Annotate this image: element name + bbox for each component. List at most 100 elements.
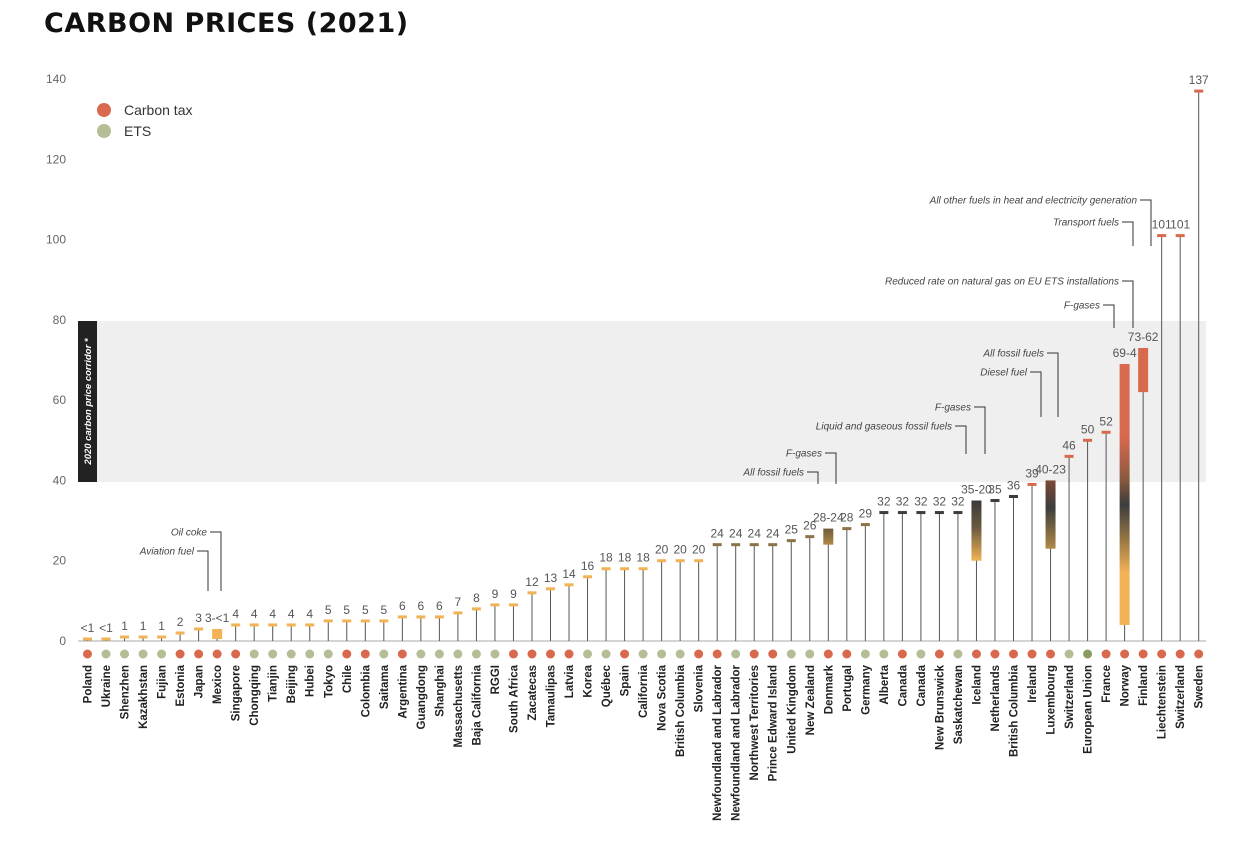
value-label: 24 — [748, 527, 762, 541]
type-dot-tax — [546, 649, 555, 659]
type-dot-tax — [527, 649, 537, 659]
x-label-chile: Chile — [342, 665, 354, 693]
x-label-guangdong: Guangdong — [416, 665, 428, 730]
type-dot-ets — [323, 649, 333, 659]
x-label-switzerland: Switzerland — [1064, 665, 1076, 729]
type-dot-tax — [360, 649, 370, 659]
type-dot-tax — [823, 649, 833, 659]
annotation-leader — [1122, 221, 1134, 246]
value-label: 101 — [1170, 218, 1190, 232]
price-marker — [416, 615, 426, 619]
type-dot-tax — [897, 649, 907, 659]
x-label-slovenia: Slovenia — [694, 664, 706, 712]
price-marker — [546, 587, 555, 591]
price-marker — [268, 623, 278, 627]
type-dot-ets — [805, 649, 815, 659]
x-label-poland: Poland — [83, 665, 95, 703]
value-label: 32 — [914, 495, 928, 509]
value-label: 20 — [655, 543, 669, 557]
type-dot-tax — [194, 649, 204, 659]
type-dot-ets — [453, 649, 463, 659]
price-marker — [360, 619, 370, 623]
price-marker — [138, 635, 148, 639]
x-label-estonia: Estonia — [175, 664, 187, 706]
value-label: 1 — [158, 619, 165, 633]
y-tick-label: 80 — [53, 313, 67, 327]
value-label: 137 — [1189, 73, 1209, 87]
value-label: 9 — [510, 587, 517, 601]
x-label-new-brunswick: New Brunswick — [934, 664, 946, 750]
x-label-liechtenstein: Liechtenstein — [1157, 665, 1169, 739]
x-label-united-kingdom: United Kingdom — [786, 665, 798, 754]
x-label-norway: Norway — [1120, 664, 1132, 706]
x-label-prince-edward-island: Prince Edward Island — [768, 665, 780, 781]
type-dot-ets — [638, 649, 648, 659]
y-tick-label: 20 — [53, 554, 67, 568]
value-label: 2 — [177, 615, 184, 629]
value-label: 5 — [380, 603, 387, 617]
value-label: 35 — [988, 483, 1002, 497]
type-dot-tax — [212, 649, 222, 659]
value-label: 20 — [673, 543, 687, 557]
price-marker — [916, 511, 926, 515]
x-label-tokyo: Tokyo — [323, 665, 335, 698]
x-label-new-zealand: New Zealand — [805, 665, 817, 735]
value-label: 28-24 — [813, 511, 844, 525]
x-label-south-africa: South Africa — [508, 664, 520, 733]
value-label: 3-<1 — [205, 611, 230, 625]
chart-title: CARBON PRICES (2021) — [44, 8, 409, 39]
x-label-zacatecas: Zacatecas — [527, 665, 539, 721]
price-marker — [1101, 430, 1111, 434]
value-label: 6 — [399, 599, 406, 613]
annotation-leader — [197, 550, 209, 591]
annotation-label: Reduced rate on natural gas on EU ETS in… — [885, 277, 1119, 288]
value-label: 26 — [803, 519, 817, 533]
type-dot-ets — [249, 649, 259, 659]
price-marker — [860, 523, 870, 527]
type-dot-ets — [657, 649, 667, 659]
price-marker — [249, 623, 259, 627]
type-dot-ets — [675, 649, 685, 659]
price-marker — [731, 543, 741, 547]
type-dot-ets — [583, 649, 593, 659]
type-dot-tax — [842, 649, 852, 659]
value-label: 6 — [436, 599, 443, 613]
price-corridor-label: 2020 carbon price corridor * — [83, 337, 94, 465]
value-label: 4 — [288, 607, 295, 621]
x-label-saskatchewan: Saskatchewan — [953, 665, 965, 744]
x-label-denmark: Denmark — [823, 664, 835, 714]
type-dot-ets — [138, 649, 148, 659]
annotations: Oil coke Aviation fuel All fossil fuels F-g… — [139, 196, 1152, 591]
price-marker — [397, 615, 407, 619]
type-dot-ets — [601, 649, 611, 659]
price-marker — [934, 511, 944, 515]
type-dot-tax — [1009, 649, 1018, 659]
price-marker — [1083, 438, 1093, 442]
type-dot-tax — [342, 649, 352, 659]
value-label: 32 — [951, 495, 965, 509]
price-marker — [990, 499, 1000, 503]
price-range-bar — [1138, 347, 1149, 393]
x-label-kazakhstan: Kazakhstan — [138, 665, 150, 729]
x-label-canada: Canada — [916, 664, 928, 706]
type-dots — [83, 649, 1204, 659]
annotation-leader — [955, 425, 967, 454]
annotation-label: F-gases — [786, 449, 822, 460]
price-marker — [286, 623, 296, 627]
stems — [87, 91, 1200, 641]
price-marker — [471, 607, 481, 611]
type-dot-tax — [1101, 649, 1111, 659]
x-label-argentina: Argentina — [397, 664, 409, 718]
type-dot-ets — [434, 649, 444, 659]
y-tick-label: 40 — [53, 473, 67, 487]
price-marker — [120, 635, 130, 639]
type-dot-ets — [879, 649, 889, 659]
price-marker — [897, 511, 907, 515]
type-dot-ets — [101, 649, 111, 659]
x-label-shanghai: Shanghai — [434, 665, 446, 717]
price-marker — [620, 567, 630, 571]
price-marker — [101, 637, 111, 641]
annotation-leader — [1047, 352, 1059, 417]
x-label-latvia: Latvia — [564, 664, 576, 698]
